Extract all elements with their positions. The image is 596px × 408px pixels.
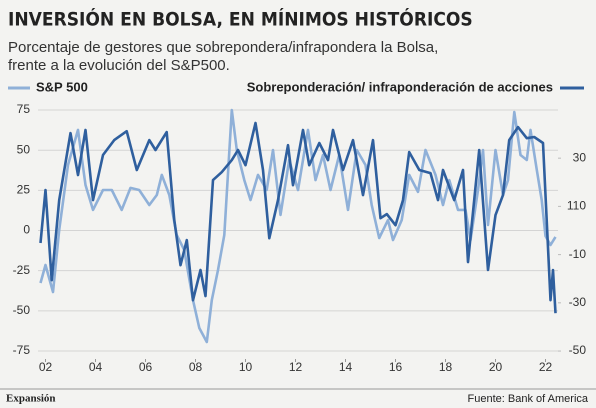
series-line: [39, 121, 557, 314]
x-tick-label: 22: [539, 360, 553, 374]
x-tick-label: 14: [339, 360, 353, 374]
y2-tick-label: 30: [573, 150, 587, 164]
y-tick-label: 0: [23, 223, 30, 237]
legend-label: S&P 500: [36, 79, 88, 94]
brand: Expansión: [6, 393, 56, 405]
x-tick-label: 10: [239, 360, 253, 374]
x-tick-label: 16: [389, 360, 403, 374]
y2-tick-label: -30: [569, 295, 587, 309]
x-tick-label: 04: [89, 360, 103, 374]
x-tick-label: 06: [139, 360, 153, 374]
x-tick-label: 18: [439, 360, 453, 374]
x-tick-label: 02: [39, 360, 53, 374]
y-tick-label: 75: [17, 102, 31, 116]
source: Fuente: Bank of America: [468, 393, 589, 405]
y-tick-label: -50: [13, 303, 31, 317]
y2-tick-label: 110: [567, 199, 586, 213]
y-tick-label: 25: [17, 183, 31, 197]
legend-label: Sobreponderación/ infraponderación de ac…: [247, 79, 553, 94]
y-tick-label: 50: [17, 142, 31, 156]
subtitle: frente a la evolución del S&P500.: [8, 57, 230, 74]
x-tick-label: 20: [489, 360, 503, 374]
y2-tick-label: -10: [569, 247, 587, 261]
y2-tick-label: -50: [569, 343, 587, 357]
y-tick-label: -25: [13, 263, 31, 277]
x-tick-label: 12: [289, 360, 303, 374]
chart-title: INVERSIÓN EN BOLSA, EN MÍNIMOS HISTÓRICO…: [8, 7, 473, 31]
y-tick-label: -75: [13, 343, 31, 357]
x-tick-label: 08: [189, 360, 203, 374]
series-line: [39, 108, 557, 344]
subtitle: Porcentaje de gestores que sobrepondera/…: [8, 39, 438, 56]
